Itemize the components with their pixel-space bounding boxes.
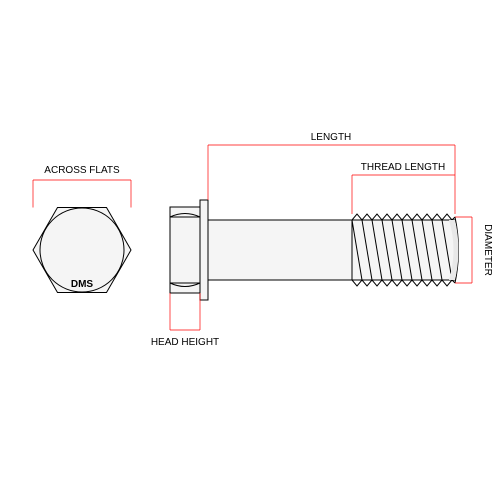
head-height-label: HEAD HEIGHT	[151, 337, 219, 348]
bolt-diagram: ACROSS FLATS DMS	[0, 0, 500, 500]
thread-length-label: THREAD LENGTH	[361, 162, 445, 173]
diameter-label: DIAMETER	[482, 224, 493, 276]
length-dimension	[208, 145, 455, 214]
dms-label: DMS	[71, 279, 94, 290]
head-height-dimension	[170, 293, 200, 330]
across-flats-dimension	[33, 180, 131, 208]
thread-length-dimension	[352, 175, 455, 214]
length-label: LENGTH	[311, 132, 352, 143]
across-flats-label: ACROSS FLATS	[44, 165, 120, 176]
bolt-side-view	[170, 200, 459, 300]
